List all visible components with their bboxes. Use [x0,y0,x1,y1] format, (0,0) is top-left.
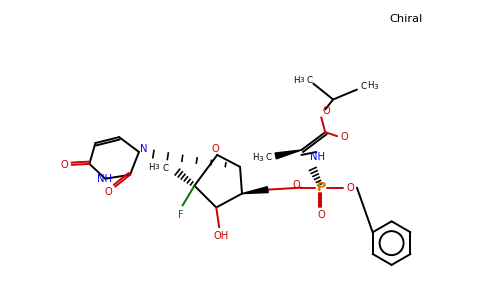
Text: C: C [306,76,312,85]
Text: O: O [61,160,69,170]
Text: O: O [346,183,354,193]
Text: C: C [361,82,367,91]
Text: O: O [212,144,219,154]
Text: C: C [163,164,169,173]
Text: O: O [322,106,330,116]
Text: F: F [178,210,183,220]
Text: 3: 3 [258,156,263,162]
Text: Chiral: Chiral [390,14,423,24]
Text: 3: 3 [154,164,159,170]
Text: OH: OH [213,231,229,241]
Text: O: O [318,210,325,220]
Text: O: O [105,187,112,196]
Polygon shape [275,150,302,159]
Text: H: H [149,163,155,172]
Text: NH: NH [310,152,325,162]
Text: C: C [266,153,272,162]
Text: H: H [367,81,374,90]
Text: H: H [293,76,300,85]
Text: 3: 3 [299,77,304,83]
Text: N: N [140,144,148,154]
Text: H: H [253,153,259,162]
Text: O: O [340,132,348,142]
Text: O: O [293,180,301,190]
Text: 3: 3 [374,84,378,90]
Polygon shape [242,187,268,194]
Text: NH: NH [97,174,112,184]
Text: P: P [317,181,326,194]
